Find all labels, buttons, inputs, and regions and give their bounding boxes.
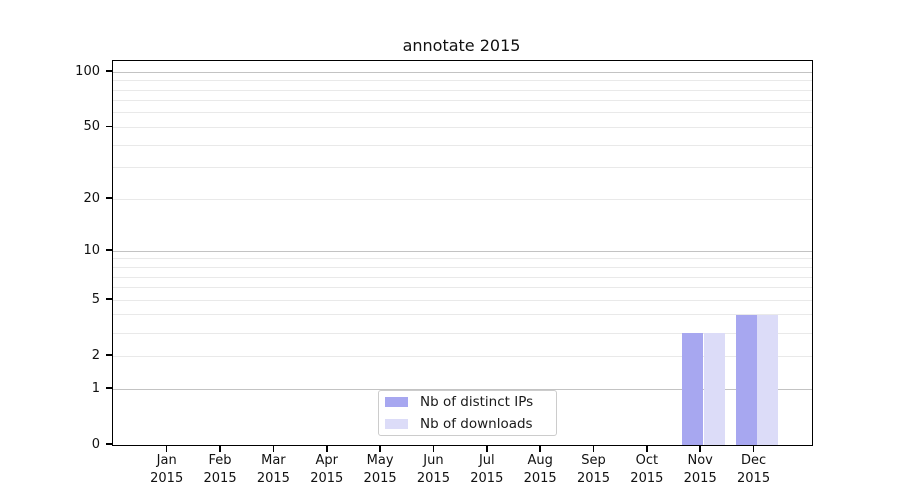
x-tick-label-year: 2015 — [683, 471, 717, 486]
x-tick-label-year: 2015 — [523, 471, 557, 486]
x-tick-label-year: 2015 — [416, 471, 450, 486]
gridline-y-40 — [113, 144, 812, 146]
gridline-y-3 — [113, 332, 812, 334]
gridline-y-2 — [113, 355, 812, 357]
x-tick-label-year: 2015 — [310, 471, 344, 486]
x-tick-label-sep: Sep 2015 — [564, 452, 624, 488]
x-tick-label-oct: Oct 2015 — [617, 452, 677, 488]
gridline-y-60 — [113, 112, 812, 114]
legend: Nb of distinct IPs Nb of downloads — [378, 390, 557, 436]
y-tick-2 — [106, 354, 112, 357]
y-tick-label-5: 5 — [91, 291, 100, 307]
gridline-y-5 — [113, 299, 812, 301]
x-tick-nov — [699, 445, 701, 452]
bar-distinct-ips-nov — [682, 333, 704, 445]
x-tick-label-month: Feb — [208, 453, 232, 468]
x-tick-oct — [646, 445, 648, 452]
x-tick-label-nov: Nov 2015 — [670, 452, 730, 488]
x-tick-label-dec: Dec 2015 — [724, 452, 784, 488]
gridline-y-90 — [113, 80, 812, 82]
gridline-y-70 — [113, 100, 812, 102]
x-tick-label-month: Nov — [687, 453, 713, 468]
x-tick-label-month: Sep — [581, 453, 606, 468]
chart-title: annotate 2015 — [402, 36, 521, 55]
x-tick-label-year: 2015 — [363, 471, 397, 486]
bar-downloads-dec — [756, 315, 779, 445]
x-tick-label-month: Jun — [423, 453, 444, 468]
x-tick-jun — [432, 445, 435, 452]
legend-item-distinct-ips: Nb of distinct IPs — [385, 393, 556, 412]
gridline-y-1 — [113, 388, 812, 390]
y-tick-1 — [106, 387, 112, 389]
y-tick-50 — [106, 125, 112, 128]
legend-swatch-distinct-ips — [385, 397, 408, 407]
y-tick-label-2: 2 — [91, 347, 100, 363]
x-tick-label-year: 2015 — [470, 471, 504, 486]
y-tick-100 — [106, 70, 112, 72]
gridline-y-7 — [113, 276, 812, 278]
x-tick-label-year: 2015 — [203, 471, 237, 486]
y-tick-label-0: 0 — [91, 436, 100, 452]
x-tick-mar — [272, 445, 275, 452]
y-tick-0 — [106, 443, 112, 445]
x-tick-may — [379, 445, 381, 452]
gridline-y-9 — [113, 258, 812, 260]
legend-item-downloads: Nb of downloads — [385, 415, 556, 434]
gridline-y-50 — [113, 126, 812, 128]
x-tick-label-year: 2015 — [630, 471, 664, 486]
x-tick-label-month: Jan — [156, 453, 177, 468]
x-tick-label-month: Aug — [527, 453, 553, 468]
x-tick-sep — [592, 445, 595, 452]
gridline-y-10 — [113, 250, 812, 252]
x-tick-label-month: Apr — [315, 453, 339, 468]
x-tick-label-jan: Jan 2015 — [137, 452, 197, 488]
y-tick-5 — [106, 298, 112, 301]
x-tick-aug — [539, 445, 541, 452]
x-tick-label-jun: Jun 2015 — [403, 452, 463, 488]
y-tick-label-1: 1 — [91, 380, 100, 396]
x-tick-apr — [325, 445, 328, 452]
x-tick-label-month: Mar — [261, 453, 286, 468]
gridline-y-100 — [113, 71, 812, 73]
x-tick-label-aug: Aug 2015 — [510, 452, 570, 488]
bar-downloads-nov — [703, 333, 725, 445]
legend-label-downloads: Nb of downloads — [420, 416, 533, 432]
gridline-y-6 — [113, 287, 812, 289]
gridline-y-80 — [113, 89, 812, 91]
x-tick-jan — [165, 445, 168, 452]
y-tick-10 — [106, 249, 112, 252]
legend-label-distinct-ips: Nb of distinct IPs — [420, 394, 534, 410]
x-tick-label-month: Dec — [740, 453, 767, 468]
gridline-y-20 — [113, 198, 812, 200]
y-tick-label-100: 100 — [75, 63, 100, 79]
y-tick-label-10: 10 — [83, 242, 100, 258]
x-tick-label-may: May 2015 — [350, 452, 410, 488]
x-tick-dec — [752, 445, 755, 452]
x-tick-label-month: Jul — [478, 453, 495, 468]
plot-area — [112, 60, 813, 446]
bar-distinct-ips-dec — [735, 315, 757, 445]
x-tick-jul — [486, 445, 488, 452]
y-tick-label-50: 50 — [83, 118, 100, 134]
y-tick-20 — [106, 197, 112, 199]
gridline-y-4 — [113, 314, 812, 316]
x-tick-label-feb: Feb 2015 — [190, 452, 250, 488]
y-tick-label-20: 20 — [83, 190, 100, 206]
x-tick-label-jul: Jul 2015 — [457, 452, 517, 488]
gridline-y-8 — [113, 267, 812, 268]
legend-swatch-downloads — [385, 419, 408, 429]
x-tick-label-year: 2015 — [256, 471, 290, 486]
x-tick-label-month: Oct — [635, 453, 659, 468]
x-tick-label-year: 2015 — [737, 471, 771, 486]
gridline-y-30 — [113, 167, 812, 169]
x-tick-label-year: 2015 — [150, 471, 184, 486]
x-tick-label-year: 2015 — [576, 471, 611, 486]
x-tick-label-mar: Mar 2015 — [243, 452, 303, 488]
x-tick-label-apr: Apr 2015 — [297, 452, 357, 488]
x-tick-feb — [219, 445, 221, 452]
x-tick-label-month: May — [366, 453, 394, 468]
